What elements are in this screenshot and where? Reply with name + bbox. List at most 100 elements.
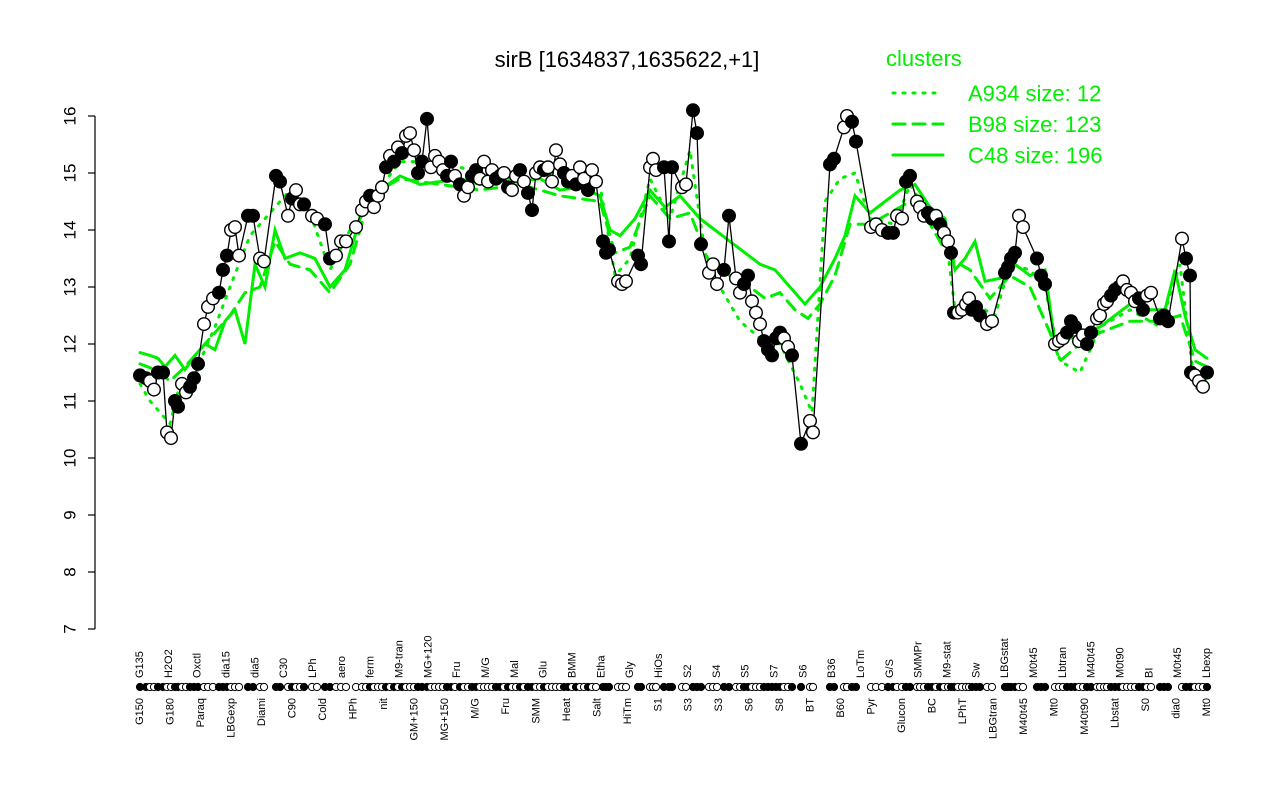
x-tick-label: Cold — [317, 698, 329, 721]
data-point — [387, 154, 402, 169]
data-point — [505, 183, 520, 198]
data-point — [753, 317, 768, 332]
data-point — [227, 220, 242, 235]
data-point — [1199, 365, 1214, 380]
data-point — [741, 268, 756, 283]
y-tick-label: 11 — [61, 392, 80, 410]
data-point — [163, 431, 178, 446]
data-point — [706, 257, 721, 272]
x-tick-label: S5 — [740, 665, 752, 678]
x-tick-label: C30 — [278, 658, 290, 678]
data-point — [985, 314, 1000, 329]
x-tick-label: S7 — [768, 665, 780, 678]
y-tick-label: 9 — [61, 510, 80, 519]
x-tick-label: GM+150 — [408, 698, 420, 741]
x-tick-label: M9-tran — [394, 640, 406, 678]
x-tick-label: G150 — [134, 698, 146, 725]
data-point — [1182, 268, 1197, 283]
data-point — [694, 237, 709, 252]
data-point — [395, 146, 410, 161]
x-tick-label: ferm — [365, 656, 377, 678]
rug-point — [787, 682, 797, 692]
rug-point — [1146, 682, 1156, 692]
rug-point — [712, 682, 722, 692]
x-tick-label: M40t45 — [1086, 641, 1098, 678]
x-tick-label: LPh — [307, 658, 319, 678]
data-point — [573, 160, 588, 175]
x-tick-label: LoTm — [855, 650, 867, 678]
rug-point — [724, 682, 734, 692]
data-series — [132, 103, 1214, 451]
rug-point — [1018, 682, 1028, 692]
data-point — [895, 211, 910, 226]
data-point — [722, 208, 737, 223]
rug-point — [651, 682, 661, 692]
data-point — [785, 348, 800, 363]
data-point — [941, 234, 956, 249]
data-point — [765, 348, 780, 363]
data-point — [155, 365, 170, 380]
x-tick-label: BT — [805, 698, 817, 712]
y-tick-label: 7 — [61, 624, 80, 633]
rug-point — [1202, 682, 1212, 692]
x-tick-label: Etha — [595, 654, 607, 678]
x-tick-label: HiTm — [622, 698, 634, 724]
data-point — [541, 160, 556, 175]
data-point — [1174, 231, 1189, 246]
data-point — [886, 225, 901, 240]
rug-point — [312, 682, 322, 692]
data-point — [289, 183, 304, 198]
x-tick-label: Salt — [591, 698, 603, 717]
x-tick-label: Fru — [451, 662, 463, 679]
x-tick-label: Heat — [561, 698, 573, 721]
legend-entry: B98 size: 123 — [968, 112, 1101, 137]
data-point — [521, 185, 536, 200]
data-point — [444, 154, 459, 169]
data-point — [461, 180, 476, 195]
data-point — [662, 234, 677, 249]
data-point — [634, 257, 649, 272]
rug-point — [667, 682, 677, 692]
y-tick-label: 13 — [61, 278, 80, 297]
x-tick-label: nit — [378, 698, 390, 710]
data-point — [1083, 325, 1098, 340]
x-tick-label: M40t90 — [1079, 698, 1091, 735]
data-point — [1079, 337, 1094, 352]
x-tick-label: M/G — [469, 698, 481, 719]
y-tick-label: 8 — [61, 567, 80, 576]
x-tick-label: Pyr — [866, 698, 878, 715]
x-tick-label: S8 — [774, 698, 786, 711]
data-point — [196, 317, 211, 332]
x-tick-label: M0t45 — [1028, 647, 1040, 678]
y-tick-label: 15 — [61, 164, 80, 183]
x-axis-labels: G135 H2O2 Oxctl dia15 dia5 C30 LPh aero ferm M9-t… — [134, 636, 1213, 741]
data-point — [146, 382, 161, 397]
rug-point — [621, 682, 631, 692]
x-tick-label: S4 — [711, 665, 723, 678]
data-point — [827, 151, 842, 166]
data-point — [190, 356, 205, 371]
x-tick-label: LBGtran — [988, 698, 1000, 739]
data-point — [1195, 379, 1210, 394]
legend-entry: C48 size: 196 — [968, 143, 1103, 168]
x-tick-label: S6 — [797, 665, 809, 678]
data-point — [245, 208, 260, 223]
x-tick-label: MG+150 — [439, 698, 451, 741]
x-tick-label: LBGstat — [999, 638, 1011, 678]
x-tick-label: Paraq — [195, 698, 207, 727]
x-tick-label: C90 — [286, 698, 298, 718]
data-point — [497, 165, 512, 180]
data-point — [170, 399, 185, 414]
data-point — [297, 197, 312, 212]
x-tick-label: LPhT — [957, 698, 969, 725]
data-point — [665, 160, 680, 175]
x-tick-label: M9-stat — [941, 641, 953, 678]
rug-point — [905, 682, 915, 692]
x-tick-label: Mt0 — [1049, 698, 1061, 716]
rug-point — [1040, 682, 1050, 692]
data-point — [367, 200, 382, 215]
x-tick-label: Glucon — [896, 698, 908, 733]
x-tick-label: BMM — [567, 652, 579, 678]
rug-point — [604, 682, 614, 692]
x-tick-label: S1 — [652, 698, 664, 711]
